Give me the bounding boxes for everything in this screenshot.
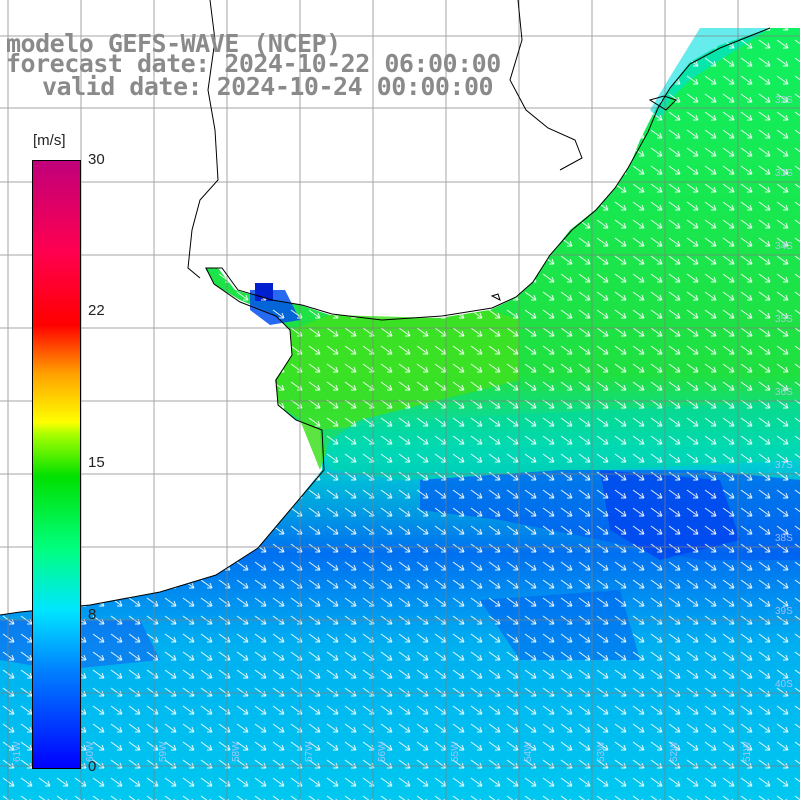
svg-text:58W: 58W bbox=[231, 741, 242, 762]
colorbar-tick-0: 0 bbox=[88, 758, 97, 775]
svg-text:32S: 32S bbox=[775, 95, 793, 106]
svg-text:33S: 33S bbox=[775, 168, 793, 179]
svg-text:60W: 60W bbox=[85, 741, 96, 762]
svg-text:37S: 37S bbox=[775, 460, 793, 471]
latitude-labels: 32S 33S 34S 35S 36S 37S 38S 39S 40S bbox=[775, 95, 793, 690]
colorbar-unit: [m/s] bbox=[33, 132, 66, 149]
longitude-labels: 61W 60W 59W 58W 57W 56W 55W 54W 53W 52W … bbox=[12, 741, 753, 762]
svg-text:35S: 35S bbox=[775, 314, 793, 325]
colorbar-tick-8: 8 bbox=[88, 606, 97, 623]
svg-text:59W: 59W bbox=[158, 741, 169, 762]
ocean-field bbox=[0, 28, 800, 800]
svg-text:36S: 36S bbox=[775, 387, 793, 398]
colorbar bbox=[32, 160, 81, 769]
svg-text:39S: 39S bbox=[775, 606, 793, 617]
valid-date: valid date: 2024-10-24 00:00:00 bbox=[42, 72, 494, 101]
colorbar-tick-15: 15 bbox=[88, 454, 105, 471]
svg-text:54W: 54W bbox=[523, 741, 534, 762]
forecast-date: forecast date: 2024-10-22 06:00:00 bbox=[6, 49, 501, 78]
map-title: modelo GEFS-WAVE (NCEP) bbox=[6, 29, 341, 58]
svg-text:51W: 51W bbox=[742, 741, 753, 762]
coastline bbox=[0, 0, 771, 616]
svg-text:40S: 40S bbox=[775, 679, 793, 690]
svg-text:56W: 56W bbox=[377, 741, 388, 762]
svg-text:57W: 57W bbox=[304, 741, 315, 762]
svg-text:38S: 38S bbox=[775, 533, 793, 544]
svg-text:52W: 52W bbox=[669, 741, 680, 762]
colorbar-tick-30: 30 bbox=[88, 151, 105, 168]
svg-text:61W: 61W bbox=[12, 741, 23, 762]
svg-text:34S: 34S bbox=[775, 241, 793, 252]
svg-text:53W: 53W bbox=[596, 741, 607, 762]
svg-text:55W: 55W bbox=[450, 741, 461, 762]
colorbar-tick-22: 22 bbox=[88, 302, 105, 319]
